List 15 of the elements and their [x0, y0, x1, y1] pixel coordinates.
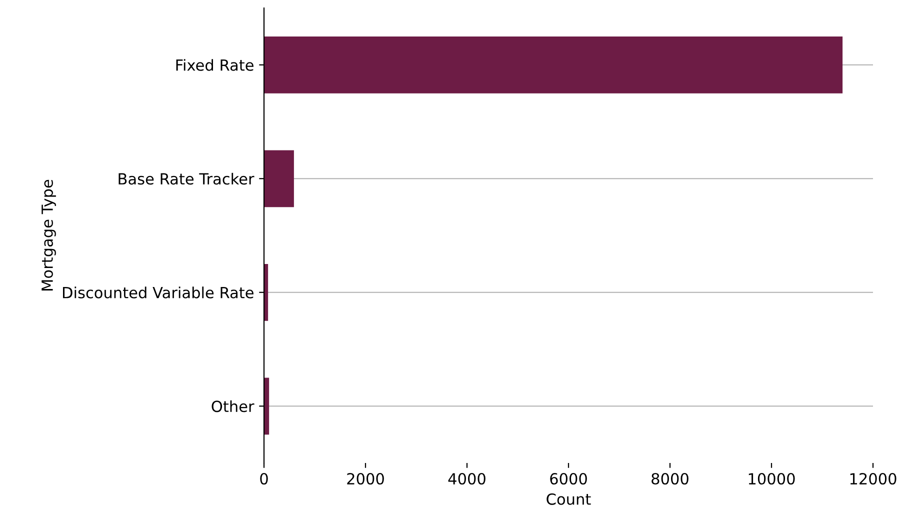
y-axis-title: Mortgage Type — [42, 180, 56, 290]
y-tick-label: Other — [212, 400, 254, 412]
x-axis-title: Count — [546, 493, 591, 505]
x-tick-label: 0 — [260, 472, 268, 485]
bar — [264, 150, 294, 208]
x-tick-label: 2000 — [347, 472, 384, 485]
x-tick-label: 6000 — [550, 472, 587, 485]
x-tick-label: 10000 — [748, 472, 795, 485]
y-tick-label: Discounted Variable Rate — [63, 286, 254, 298]
y-tick-label: Fixed Rate — [176, 59, 254, 71]
x-tick-label: 8000 — [652, 472, 688, 485]
bar — [264, 36, 843, 94]
x-tick-label: 12000 — [850, 472, 896, 485]
x-tick-label: 4000 — [448, 472, 486, 485]
y-tick-label: Base Rate Tracker — [118, 172, 254, 185]
